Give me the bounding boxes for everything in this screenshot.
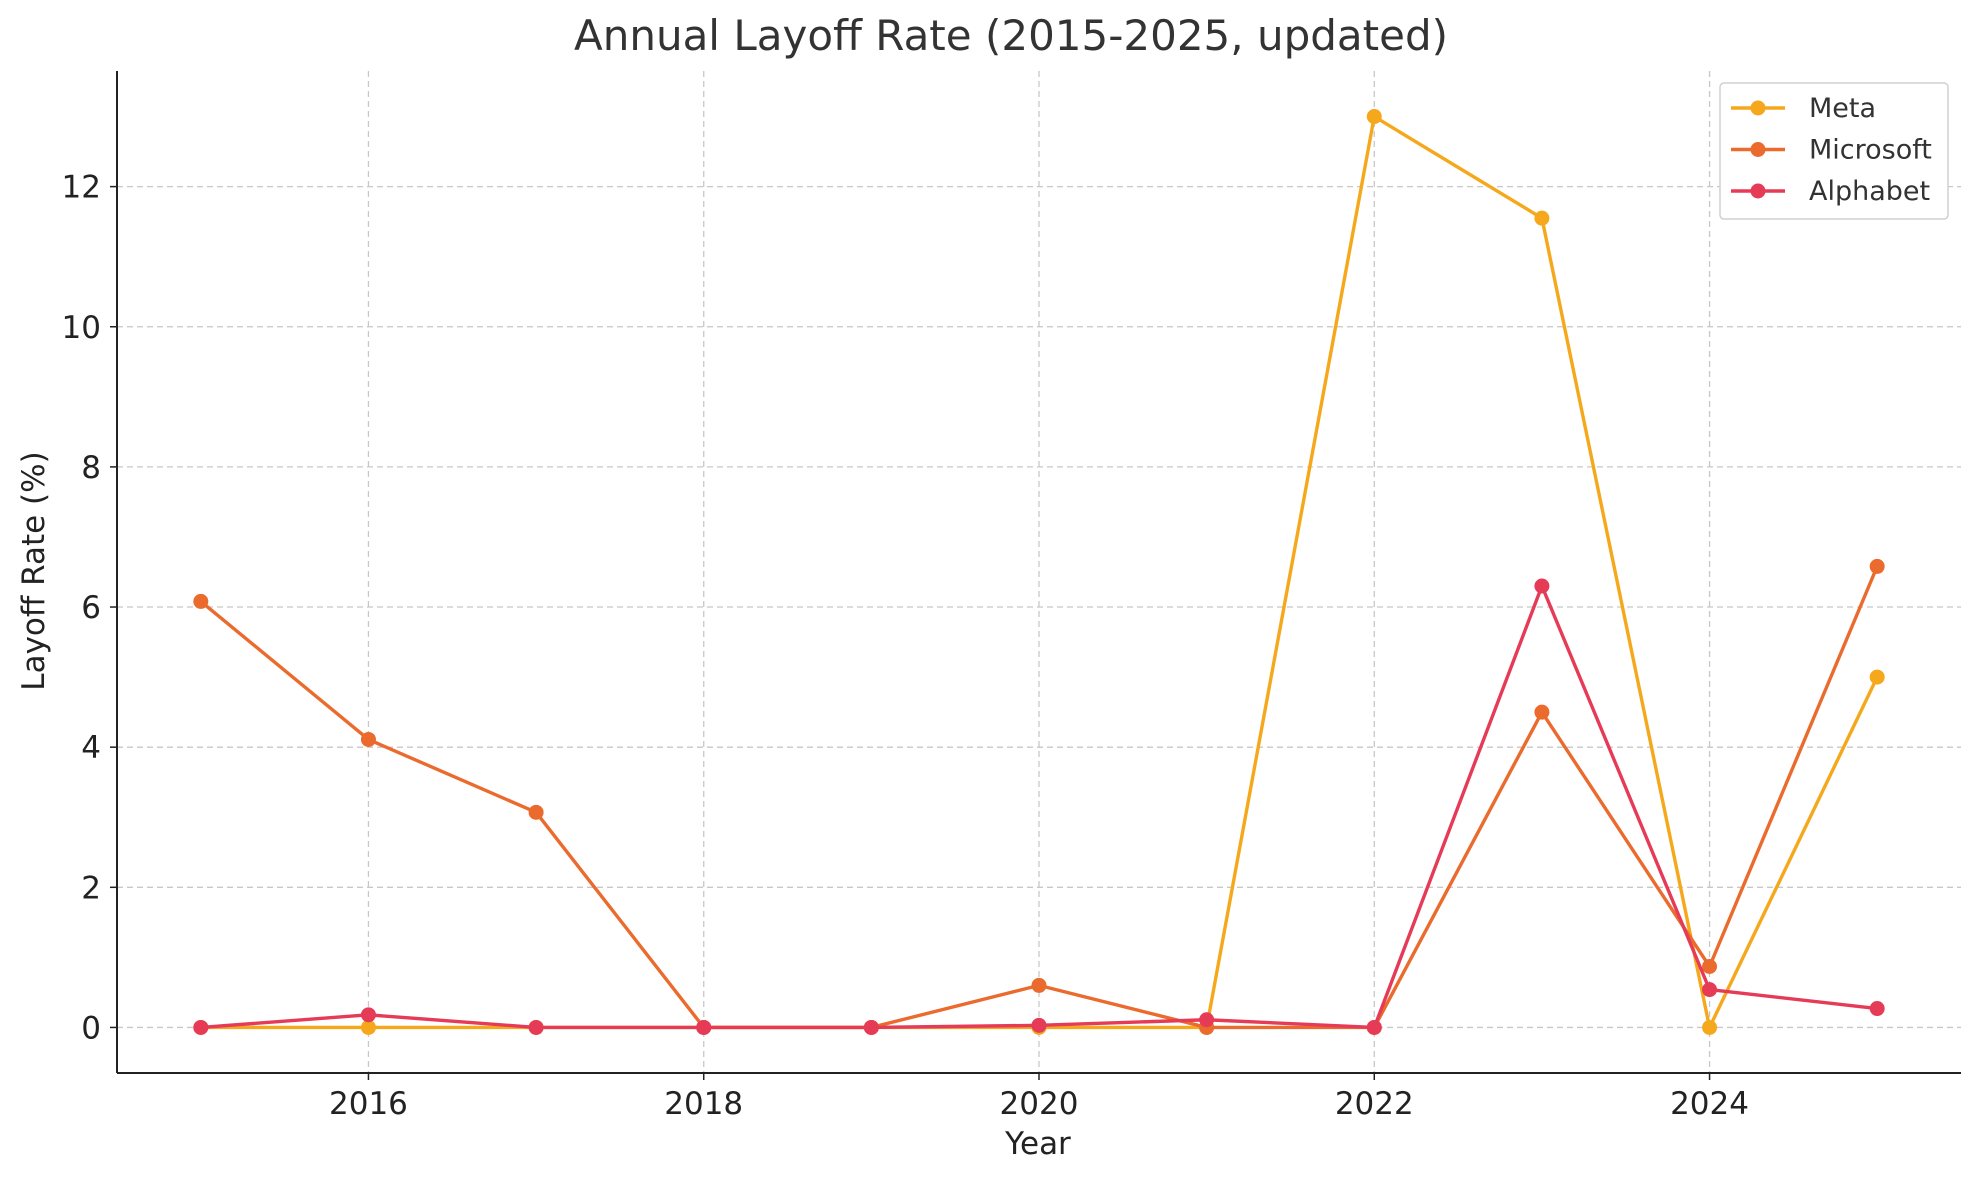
y-tick-label: 6 (81, 590, 101, 626)
y-tick-label: 4 (81, 730, 101, 766)
y-tick-label: 2 (81, 870, 101, 906)
data-point (1366, 109, 1382, 125)
data-point (1366, 1019, 1382, 1035)
data-point (1534, 578, 1550, 594)
data-point (360, 1007, 376, 1023)
x-axis-label: Year (1004, 1126, 1071, 1162)
y-tick-label: 12 (62, 170, 101, 206)
chart-title: Annual Layoff Rate (2015-2025, updated) (574, 11, 1448, 60)
data-point (193, 593, 209, 609)
legend-marker-swatch (1750, 142, 1766, 157)
legend-item-microsoft: Microsoft (1731, 135, 1932, 166)
data-point (1534, 210, 1550, 226)
x-tick-label: 2016 (329, 1086, 408, 1122)
data-point (696, 1019, 712, 1035)
x-tick-label: 2022 (1335, 1086, 1414, 1122)
data-point (1031, 977, 1047, 993)
legend-marker-swatch (1750, 100, 1766, 116)
legend-box (1719, 82, 1949, 220)
data-point (1869, 669, 1885, 685)
data-point (1869, 1001, 1885, 1017)
data-point (1702, 982, 1718, 998)
legend: Meta Microsoft Alphabet (1719, 82, 1949, 220)
data-point (528, 1019, 544, 1035)
legend-label: Meta (1809, 93, 1876, 124)
series-alphabet (193, 578, 1885, 1035)
data-point (863, 1019, 879, 1035)
data-point (1702, 958, 1718, 974)
data-point (1031, 1017, 1047, 1033)
y-tick-label: 10 (62, 310, 101, 346)
data-point (528, 804, 544, 820)
legend-marker-swatch (1750, 183, 1766, 199)
y-axis-label: Layoff Rate (%) (16, 451, 52, 690)
legend-label: Alphabet (1809, 176, 1930, 207)
grid-lines (117, 71, 1961, 1073)
x-axis-ticks: 2016 2018 2020 2022 2024 (329, 1073, 1749, 1122)
legend-item-alphabet: Alphabet (1731, 176, 1930, 207)
data-point (193, 1019, 209, 1035)
data-point (1199, 1012, 1215, 1028)
y-tick-label: 8 (81, 450, 101, 486)
data-point (1869, 558, 1885, 574)
series-lines (193, 109, 1885, 1035)
data-point (360, 1019, 376, 1035)
x-tick-label: 2020 (1000, 1086, 1079, 1122)
x-tick-label: 2024 (1670, 1086, 1749, 1122)
y-tick-label: 0 (81, 1010, 101, 1046)
y-axis-ticks: 0 2 4 6 8 10 12 (62, 170, 117, 1046)
data-point (1702, 1019, 1718, 1035)
legend-label: Microsoft (1809, 135, 1932, 166)
data-point (1534, 704, 1550, 720)
legend-item-meta: Meta (1731, 93, 1876, 124)
x-tick-label: 2018 (664, 1086, 743, 1122)
data-point (360, 731, 376, 747)
